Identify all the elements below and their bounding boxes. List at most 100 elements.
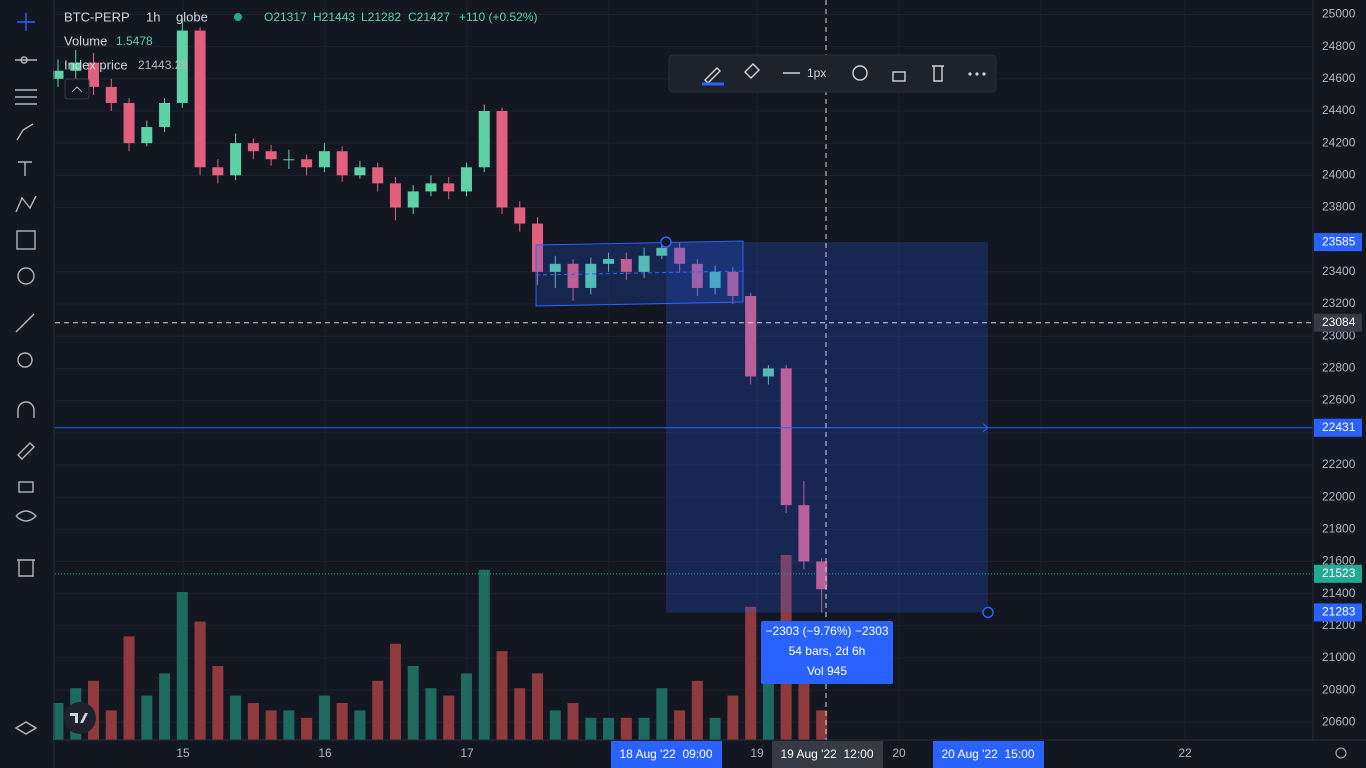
- volume-bar: [798, 673, 810, 740]
- measure-tooltip: [761, 621, 893, 684]
- price-tick-label: 20800: [1322, 682, 1356, 696]
- volume-bar: [549, 710, 561, 740]
- volume-bar: [52, 703, 64, 740]
- brush-tool[interactable]: [16, 123, 34, 141]
- index-value: 21443.28: [138, 58, 188, 72]
- settings-button[interactable]: [852, 65, 868, 81]
- volume-bar: [567, 703, 579, 740]
- candle-body: [532, 223, 544, 272]
- candle-body: [549, 263, 561, 272]
- candle-body: [176, 30, 188, 103]
- trash-tool[interactable]: [17, 559, 35, 577]
- price-tick-label: 22000: [1322, 489, 1356, 503]
- time-badge-label: 20 Aug '22 15:00: [941, 747, 1034, 761]
- close: C21427: [408, 10, 450, 24]
- axes: 20600 20800 21000 21200 21400 21600 21800 22000…: [55, 7, 1362, 768]
- tool-icons[interactable]: [14, 13, 38, 735]
- collapse-button[interactable]: [64, 78, 90, 100]
- emoji-tool[interactable]: [17, 267, 35, 285]
- price-tick-label: 23400: [1322, 264, 1356, 278]
- settings-gear[interactable]: [1335, 747, 1347, 759]
- fib-tool[interactable]: [15, 89, 37, 105]
- prediction-tool[interactable]: [16, 230, 36, 250]
- price-tick-label: 24200: [1322, 135, 1356, 149]
- volume-bar: [460, 673, 472, 740]
- candle-body: [691, 263, 703, 288]
- candle-body: [141, 127, 153, 144]
- handle: [660, 236, 672, 248]
- candle-body: [478, 111, 490, 168]
- pattern-tool[interactable]: [15, 195, 37, 213]
- volume-bar: [585, 717, 597, 740]
- high: H21443: [313, 10, 355, 24]
- logo-mark: [70, 713, 88, 723]
- measure-text: −2303 (−9.76%) −2303: [765, 624, 888, 638]
- line-width-label[interactable]: 1px: [807, 66, 826, 80]
- candle-body: [159, 102, 171, 128]
- line-tool[interactable]: [15, 56, 37, 64]
- candle-body: [372, 167, 384, 184]
- time-badge-label: 19 Aug '22 12:00: [780, 747, 873, 761]
- candle-body: [318, 151, 330, 168]
- drawing-toolbar: [668, 54, 997, 93]
- volume-bar: [727, 695, 739, 740]
- crosshair-tool[interactable]: [17, 13, 35, 31]
- volume-bar: [514, 688, 526, 740]
- volume-bar: [745, 606, 757, 740]
- candle-body: [798, 505, 810, 562]
- lock-button[interactable]: [892, 71, 906, 82]
- low: L21282: [361, 10, 401, 24]
- volume-bar: [318, 695, 330, 740]
- price-badge-label: 23585: [1322, 234, 1356, 248]
- volume-label: Volume: [64, 33, 107, 48]
- hide-tool[interactable]: [15, 510, 37, 522]
- price-tick-label: 25000: [1322, 7, 1356, 21]
- volume-bar: [603, 717, 615, 740]
- ruler-tool[interactable]: [15, 313, 35, 333]
- delete-button[interactable]: [932, 65, 944, 82]
- change: +110 (+0.52%): [459, 10, 538, 24]
- volume-bar: [247, 703, 259, 740]
- zoom-tool[interactable]: [17, 352, 33, 368]
- volume-bar: [389, 643, 401, 740]
- candle-body: [762, 368, 774, 377]
- price-tick-label: 21800: [1322, 521, 1356, 535]
- candle-body: [443, 183, 455, 192]
- candle-body: [745, 296, 757, 377]
- candle-body: [603, 259, 615, 264]
- candle-body: [514, 207, 526, 224]
- lock-tool[interactable]: [18, 481, 34, 493]
- text-tool[interactable]: [18, 161, 32, 176]
- arrow: [982, 423, 989, 433]
- time-badge: [933, 741, 1044, 768]
- volume-bar: [674, 710, 686, 740]
- volume-bar: [656, 688, 668, 740]
- lock-draw-tool[interactable]: [17, 442, 35, 460]
- candle-body: [674, 247, 686, 264]
- fill-color-button[interactable]: [744, 63, 760, 79]
- volume-bar: [407, 666, 419, 740]
- more-button[interactable]: [968, 72, 986, 76]
- volume-bar: [762, 629, 774, 740]
- candle-body: [336, 151, 348, 176]
- volume-bar: [620, 717, 632, 740]
- price-tick-label: 23800: [1322, 200, 1356, 214]
- candle-body: [283, 159, 295, 161]
- symbol: BTC-PERP: [64, 9, 130, 24]
- object-tree[interactable]: [14, 721, 38, 735]
- magnet-tool[interactable]: [17, 401, 35, 418]
- volume-value: 1.5478: [116, 34, 153, 48]
- volume-bar: [532, 673, 544, 740]
- candles-layer: [52, 17, 828, 613]
- candle-body: [638, 255, 650, 272]
- line-color-button[interactable]: [704, 67, 721, 84]
- price-badge-label: 22431: [1322, 420, 1356, 434]
- time-tick-label: 20: [892, 746, 906, 760]
- candle-body: [780, 368, 792, 506]
- volume-bar: [159, 673, 171, 740]
- volume-bar: [230, 695, 242, 740]
- price-badge-label: 21283: [1322, 605, 1356, 619]
- measure-text: 54 bars, 2d 6h: [789, 644, 866, 658]
- time-tick-label: 15: [176, 746, 190, 760]
- price-tick-label: 20600: [1322, 714, 1356, 728]
